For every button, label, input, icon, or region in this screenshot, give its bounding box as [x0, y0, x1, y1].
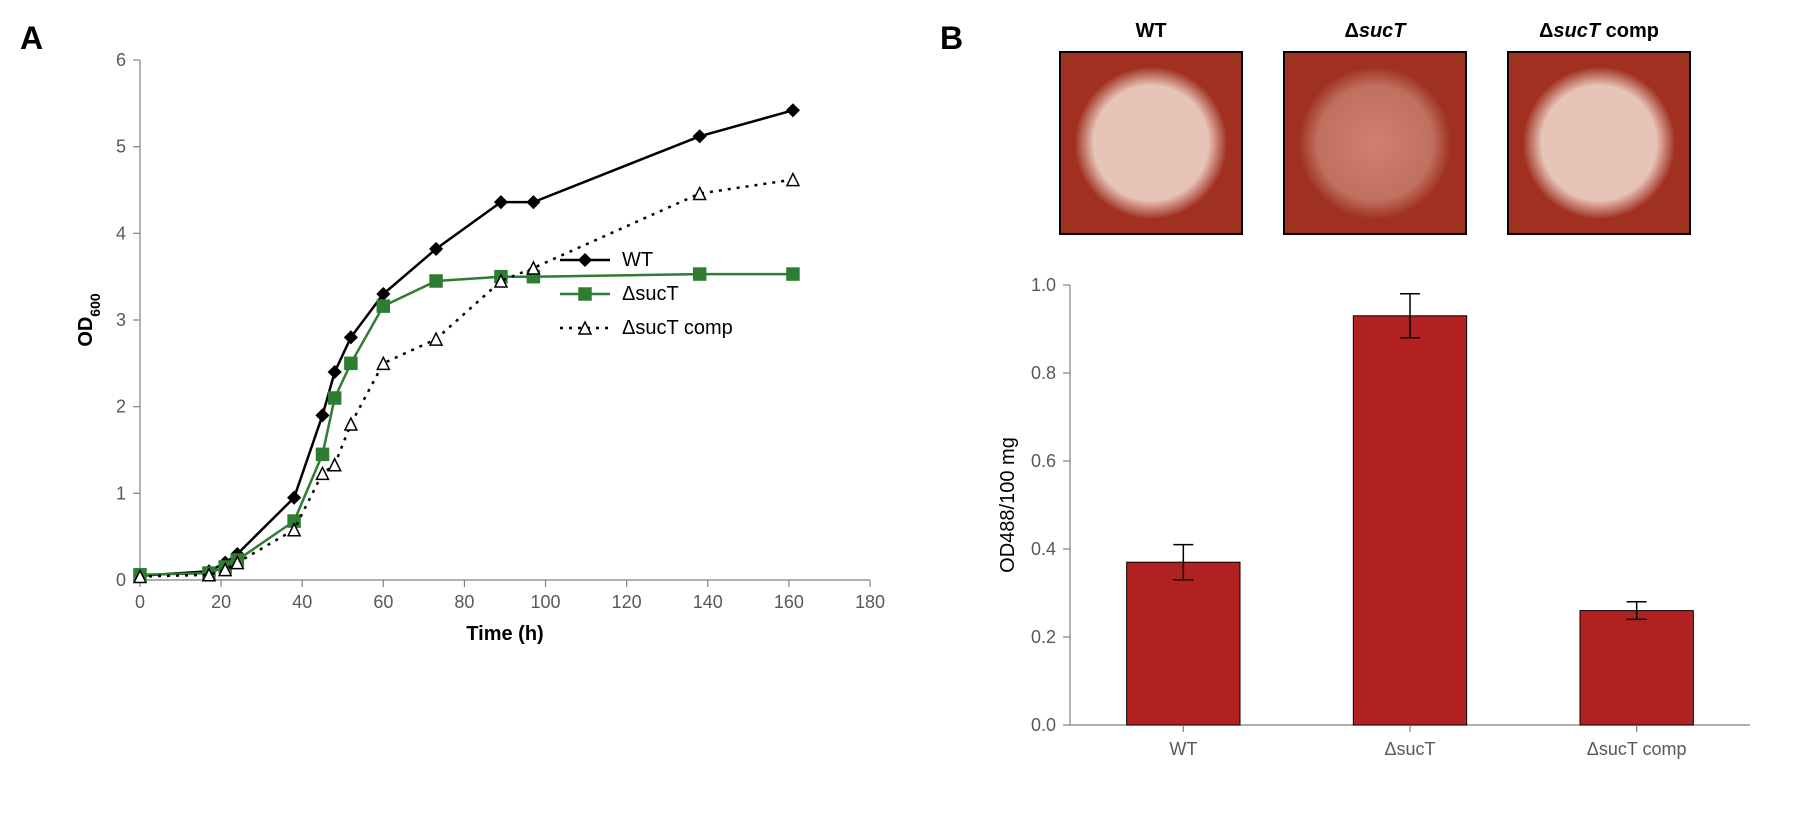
colony-image-row: WT ΔsucT ΔsucT comp	[990, 20, 1760, 235]
svg-text:20: 20	[211, 592, 231, 612]
svg-text:0: 0	[135, 592, 145, 612]
svg-text:180: 180	[855, 592, 885, 612]
colony-image-dsuct-comp	[1507, 51, 1691, 235]
svg-text:160: 160	[774, 592, 804, 612]
svg-text:0.8: 0.8	[1031, 363, 1056, 383]
svg-text:3: 3	[116, 310, 126, 330]
svg-text:0.0: 0.0	[1031, 715, 1056, 735]
svg-text:0.6: 0.6	[1031, 451, 1056, 471]
colony-label-dsuct: ΔsucT	[1344, 20, 1405, 43]
svg-text:ΔsucT comp: ΔsucT comp	[1587, 739, 1687, 759]
svg-text:OD488/100 mg: OD488/100 mg	[997, 437, 1019, 573]
panel-b-content: WT ΔsucT ΔsucT comp 0.0 0.2 0.4 0.6 0.8 1.0 WT…	[990, 20, 1760, 790]
svg-text:80: 80	[454, 592, 474, 612]
svg-text:60: 60	[373, 592, 393, 612]
panel-a-content: 0204060801001201401601800123456Time (h)O…	[70, 40, 880, 665]
od488-bar-chart: 0.0 0.2 0.4 0.6 0.8 1.0 WT ΔsucT ΔsucT comp OD488…	[990, 265, 1770, 785]
colony-image-dsuct	[1283, 51, 1467, 235]
figure-container: A 0 20 40 60 80 100 120 140 160 180 0 1 2 3 4 5 6 Time (h…	[20, 20, 1780, 790]
panel-a-label: A	[20, 20, 43, 57]
svg-text:1.0: 1.0	[1031, 275, 1056, 295]
svg-text:ΔsucT comp: ΔsucT comp	[622, 317, 733, 339]
svg-text:0: 0	[116, 570, 126, 590]
svg-text:100: 100	[531, 592, 561, 612]
growth-curve-chart: 0 20 40 60 80 100 120 140 160 180 0 1 2 3 4 5 6 Time (h) O…	[70, 40, 890, 660]
svg-text:4: 4	[116, 223, 126, 243]
svg-text:120: 120	[612, 592, 642, 612]
svg-text:140: 140	[693, 592, 723, 612]
svg-text:5: 5	[116, 137, 126, 157]
svg-text:OD600: OD600	[75, 293, 103, 347]
svg-text:Time (h): Time (h)	[466, 623, 543, 645]
colony-label-wt: WT	[1135, 20, 1166, 43]
colony-image-wt	[1059, 51, 1243, 235]
panel-a: A 0204060801001201401601800123456Time (h…	[20, 20, 880, 665]
svg-text:2: 2	[116, 397, 126, 417]
svg-text:1: 1	[116, 483, 126, 503]
svg-text:ΔsucT: ΔsucT	[1384, 739, 1435, 759]
svg-text:0.2: 0.2	[1031, 627, 1056, 647]
svg-text:ΔsucT: ΔsucT	[622, 283, 679, 305]
panel-b: B WT ΔsucT ΔsucT comp 0.0 0.2 0.4 0.6 0.8 1.0…	[940, 20, 1760, 790]
colony-col-dsuct-comp: ΔsucT comp	[1507, 20, 1691, 235]
svg-text:WT: WT	[622, 249, 653, 271]
colony-col-dsuct: ΔsucT	[1283, 20, 1467, 235]
colony-col-wt: WT	[1059, 20, 1243, 235]
svg-text:WT: WT	[1169, 739, 1197, 759]
svg-text:40: 40	[292, 592, 312, 612]
svg-text:0.4: 0.4	[1031, 539, 1056, 559]
colony-label-dsuct-comp: ΔsucT comp	[1539, 20, 1659, 43]
svg-text:6: 6	[116, 50, 126, 70]
panel-b-label: B	[940, 20, 963, 57]
